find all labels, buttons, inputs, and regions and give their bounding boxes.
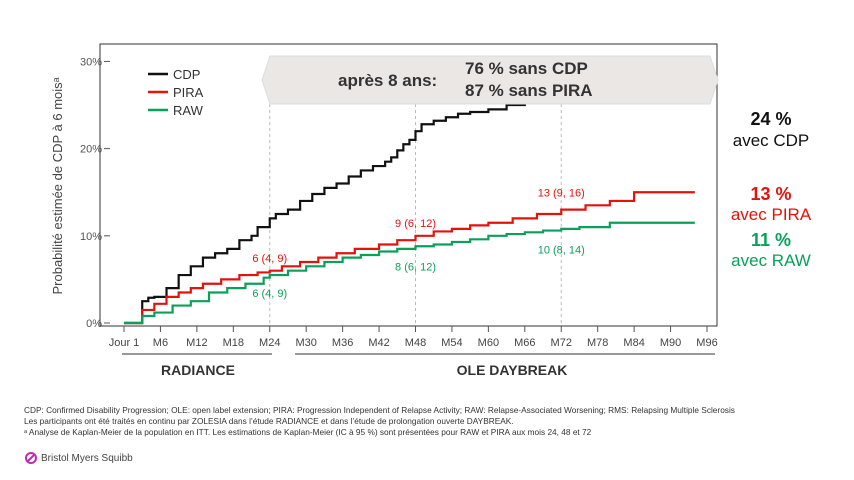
side-pct-pira: 13 % [750, 184, 792, 204]
y-tick-label: 20% [80, 144, 102, 156]
banner-shape [261, 55, 719, 105]
x-tick-label: M90 [660, 337, 681, 349]
plot-frame [99, 43, 718, 327]
x-tick-label: M42 [368, 337, 389, 349]
km-estimate-label: 6 (4, 9) [252, 288, 287, 300]
legend-label-pira: PIRA [173, 85, 204, 100]
x-tick-label: M36 [332, 337, 353, 349]
x-tick-label: M12 [186, 337, 207, 349]
footnote-treatment: Les participants ont été traités en cont… [24, 416, 514, 426]
bms-logo-icon [25, 452, 37, 464]
side-label-cdp: avec CDP [732, 131, 810, 150]
y-tick-label: 30% [80, 56, 102, 68]
x-tick-label: M6 [153, 337, 168, 349]
km-estimate-label: 8 (6, 12) [395, 262, 436, 274]
km-estimate-label: 9 (6, 12) [395, 218, 436, 230]
x-tick-label: M24 [259, 337, 280, 349]
x-tick-label: M72 [551, 337, 572, 349]
side-pct-cdp: 24 % [750, 109, 792, 129]
side-label-pira: avec PIRA [730, 205, 812, 224]
side-label-raw: avec RAW [731, 251, 811, 270]
series-line-pira [124, 191, 695, 325]
x-tick-label: M18 [223, 337, 244, 349]
y-axis-label: Probabilité estimée de CDP à 6 moisᵃ [50, 77, 65, 294]
period-label-radiance: RADIANCE [161, 362, 235, 378]
period-label-daybreak: OLE DAYBREAK [457, 362, 568, 378]
x-tick-label: M54 [441, 337, 462, 349]
banner-prefix: après 8 ans: [338, 71, 437, 90]
period-brackets: RADIANCE OLE DAYBREAK [122, 353, 715, 378]
legend-label-cdp: CDP [173, 67, 200, 82]
x-tick-label: M96 [696, 337, 717, 349]
footnote-analysis: ᵃ Analyse de Kaplan-Meier de la populati… [24, 427, 592, 437]
x-tick-label: M60 [478, 337, 499, 349]
legend: CDP PIRA RAW [148, 67, 204, 118]
series-line-raw [124, 221, 695, 325]
km-chart: 0% 10% 20% 30% Jour 1 M6 M12 M18 M24 M30 M36 M42 M48… [50, 43, 719, 378]
y-tick-label: 10% [80, 231, 102, 243]
km-estimate-label: 13 (9, 16) [538, 188, 585, 200]
x-tick-label: Jour 1 [109, 337, 140, 349]
banner-line2: 87 % sans PIRA [465, 81, 593, 100]
footnote-abbreviations: CDP: Confirmed Disability Progression; O… [24, 405, 735, 415]
y-tick-label: 0% [86, 318, 102, 330]
logo-text: Bristol Myers Squibb [41, 452, 133, 464]
x-tick-label: M84 [623, 337, 644, 349]
km-estimate-label: 10 (8, 14) [538, 244, 585, 256]
x-tick-label: M30 [295, 337, 316, 349]
km-estimate-label: 6 (4, 9) [252, 253, 287, 265]
company-logo: Bristol Myers Squibb [24, 451, 133, 465]
x-tick-label: M66 [514, 337, 535, 349]
legend-label-raw: RAW [173, 103, 204, 118]
footnotes: CDP: Confirmed Disability Progression; O… [24, 405, 834, 438]
x-tick-label: M48 [405, 337, 426, 349]
banner: après 8 ans: 76 % sans CDP 87 % sans PIR… [261, 55, 719, 105]
banner-line1: 76 % sans CDP [465, 59, 588, 78]
side-pct-raw: 11 % [750, 230, 792, 250]
x-tick-label: M78 [587, 337, 608, 349]
